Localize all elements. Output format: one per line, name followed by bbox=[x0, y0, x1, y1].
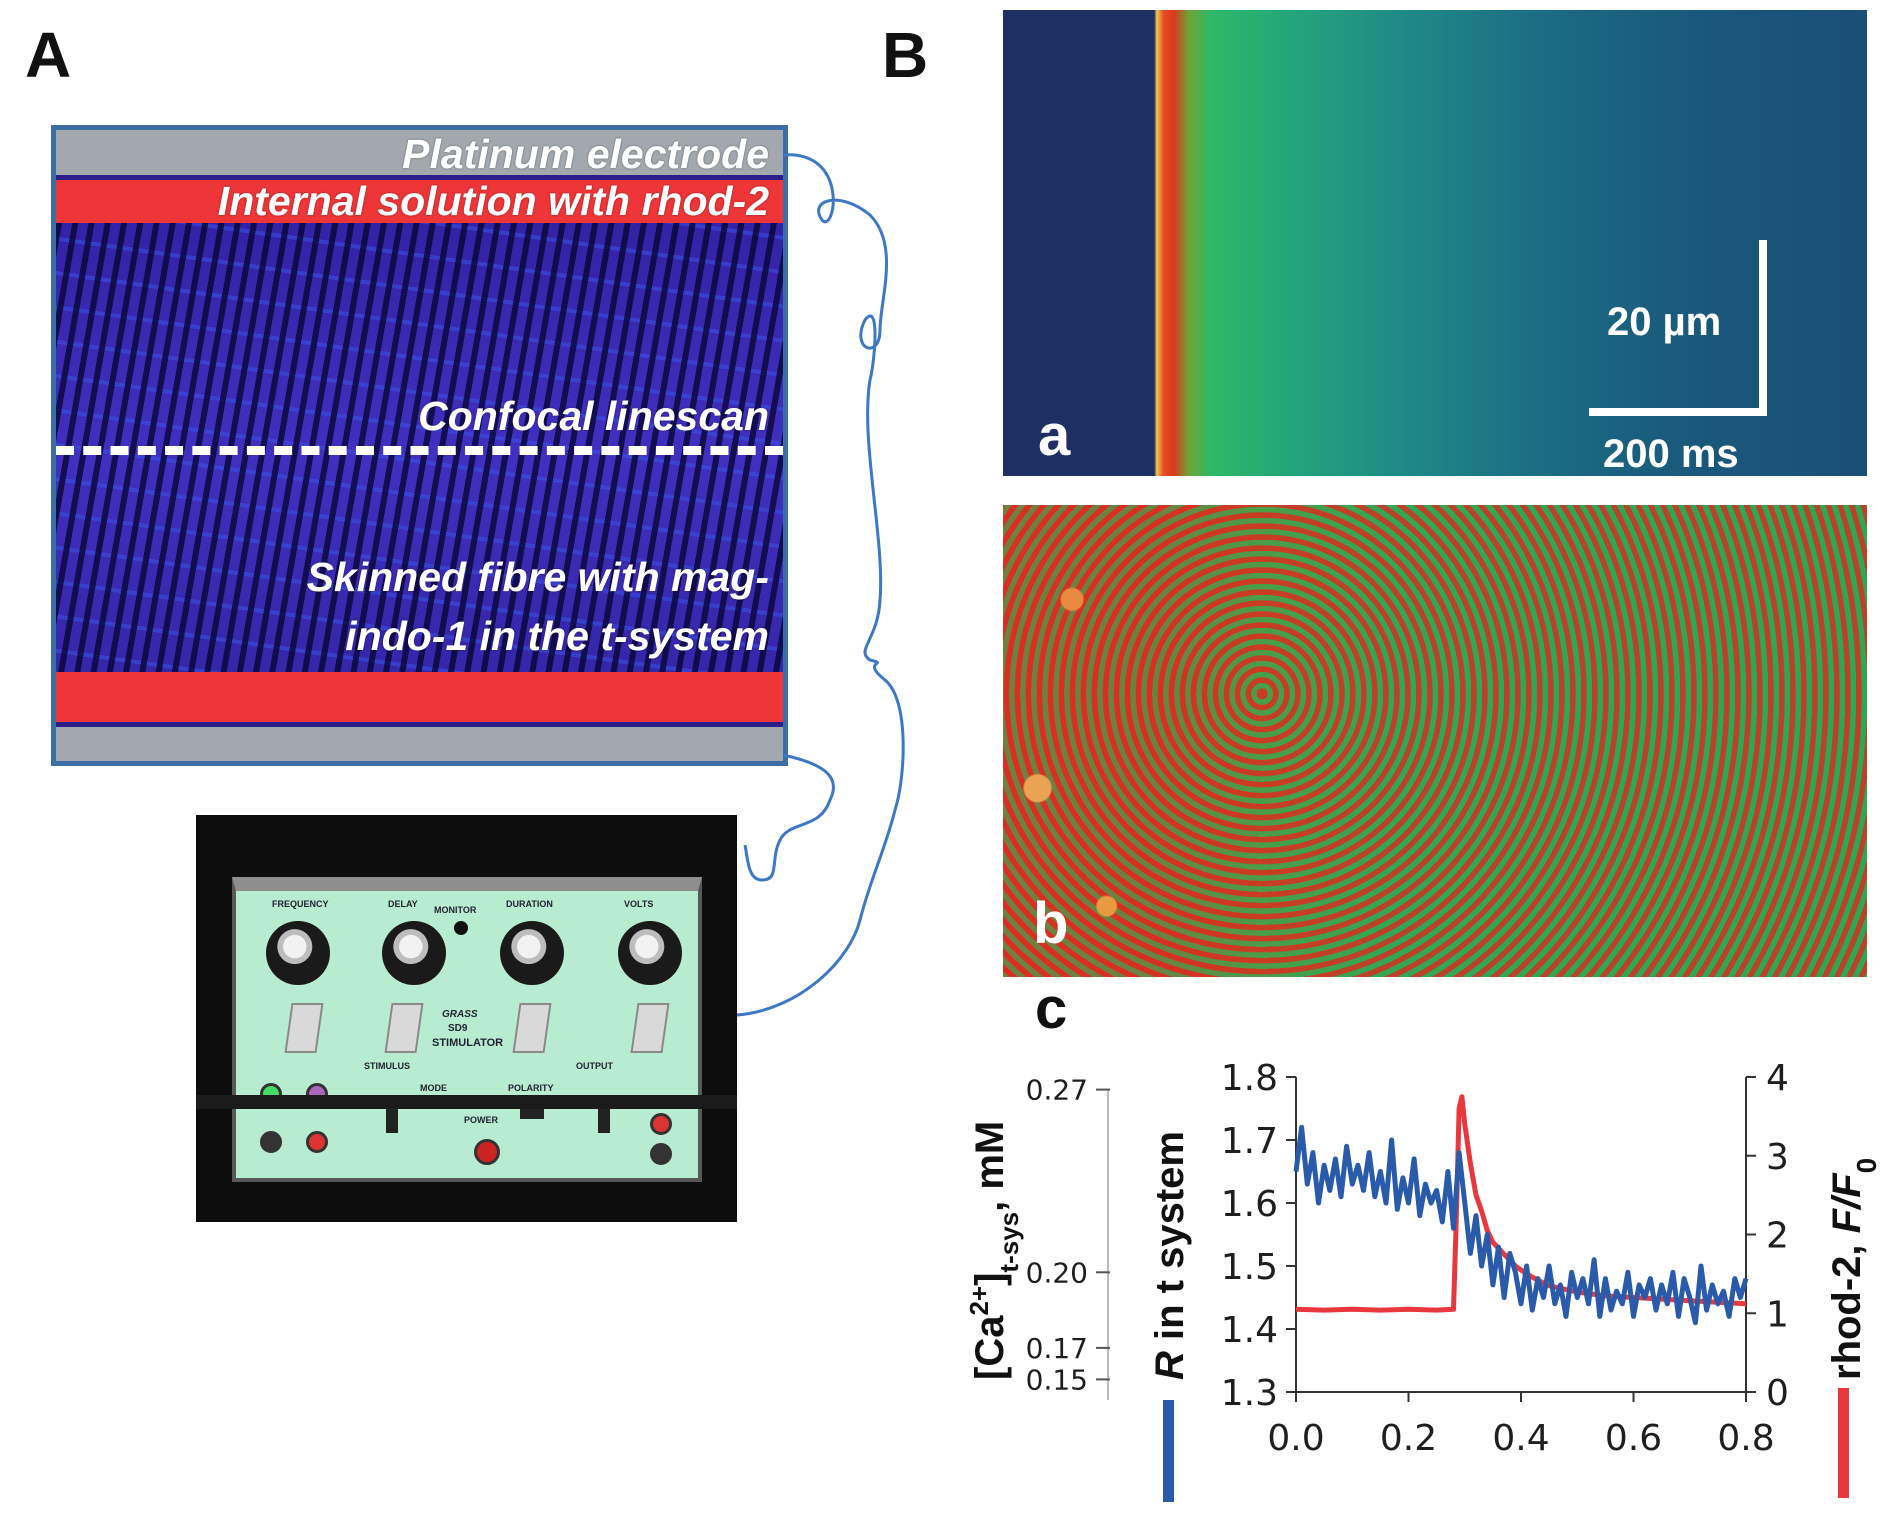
left-tick-label: 1.5 bbox=[1221, 1247, 1278, 1288]
knob-label-volts: VOLTS bbox=[624, 899, 654, 909]
monitor-lamp bbox=[454, 921, 468, 935]
internal-solution-label: Internal solution with rhod-2 bbox=[217, 178, 769, 224]
x-tick-label: 0.6 bbox=[1605, 1418, 1662, 1459]
x-tick-label: 0.2 bbox=[1380, 1418, 1437, 1459]
rhod-axis-label: rhod-2, F/F0 bbox=[1825, 1158, 1882, 1380]
cable-shadow bbox=[196, 1095, 737, 1109]
right-tick-label: 4 bbox=[1766, 1058, 1789, 1099]
ca-tick-label: 0.17 bbox=[1026, 1332, 1088, 1365]
linescan-label: Confocal linescan bbox=[418, 393, 769, 439]
frequency-knob bbox=[266, 921, 330, 985]
ca-tick-label: 0.15 bbox=[1026, 1363, 1088, 1396]
ratio-image-b: b bbox=[1003, 505, 1867, 977]
fibre-label-line2: indo-1 in the t-system bbox=[345, 613, 769, 659]
panel-label-A: A bbox=[25, 19, 72, 91]
output-section-label: OUTPUT bbox=[576, 1061, 613, 1071]
axis-ticks: 0.0 0.2 0.4 0.6 0.8 1.8 1.7 1.6 1.5 1.4 1.3 4 3 2 1 0 0.… bbox=[1026, 1058, 1789, 1459]
scale-label-ms: 200 ms bbox=[1603, 432, 1739, 476]
output-jack-minus bbox=[650, 1143, 672, 1165]
right-tick-label: 3 bbox=[1766, 1137, 1789, 1178]
panel-label-B: B bbox=[882, 19, 929, 91]
image-label-b: b bbox=[1033, 891, 1069, 956]
knob-label-delay: DELAY bbox=[388, 899, 418, 909]
stimulator-photo: FREQUENCY DELAY MONITOR DURATION VOLTS G… bbox=[196, 815, 737, 1222]
ca-axis-label: [Ca2+]t-sys, mM bbox=[964, 1121, 1024, 1380]
r-ratio-trace bbox=[1293, 1124, 1749, 1326]
linescan-dashed-line bbox=[56, 446, 783, 455]
left-tick-label: 1.8 bbox=[1221, 1058, 1278, 1099]
stimulus-section-label: STIMULUS bbox=[364, 1061, 410, 1071]
model-label: SD9 bbox=[448, 1023, 468, 1034]
fibre-image bbox=[56, 223, 783, 687]
blue-series-swatch bbox=[1163, 1400, 1174, 1502]
pulse-jack bbox=[306, 1131, 328, 1153]
power-label: POWER bbox=[464, 1115, 499, 1125]
knob-label-duration: DURATION bbox=[506, 899, 553, 909]
x-tick-label: 0.8 bbox=[1717, 1418, 1774, 1459]
fibre-schematic: Platinum electrode Internal solution wit… bbox=[51, 125, 788, 766]
top-solution-band bbox=[56, 180, 783, 223]
wire-top-electrode bbox=[736, 153, 905, 1017]
x-tick-label: 0.4 bbox=[1492, 1418, 1549, 1459]
monitor-label: MONITOR bbox=[434, 905, 477, 915]
power-switch bbox=[474, 1139, 500, 1165]
left-tick-label: 1.7 bbox=[1221, 1121, 1278, 1162]
scale-label-um: 20 µm bbox=[1607, 300, 1722, 344]
stimulator-label: STIMULATOR bbox=[432, 1037, 504, 1049]
stimulator-front-panel: FREQUENCY DELAY MONITOR DURATION VOLTS G… bbox=[232, 877, 702, 1182]
right-tick-label: 2 bbox=[1766, 1216, 1789, 1257]
ca-tick-label: 0.20 bbox=[1026, 1256, 1088, 1289]
red-series-swatch bbox=[1838, 1388, 1849, 1498]
right-tick-label: 0 bbox=[1766, 1373, 1789, 1414]
left-tick-label: 1.6 bbox=[1221, 1184, 1278, 1225]
image-label-a: a bbox=[1038, 403, 1071, 468]
brand-label: GRASS bbox=[442, 1009, 478, 1020]
top-electrode-band bbox=[56, 130, 783, 175]
electrode-label: Platinum electrode bbox=[402, 131, 769, 177]
left-tick-label: 1.4 bbox=[1221, 1310, 1278, 1351]
linescan-image-a: a 20 µm 200 ms bbox=[1003, 10, 1867, 476]
rhod2-trace bbox=[1295, 1094, 1747, 1313]
output-jack-plus bbox=[650, 1113, 672, 1135]
wire-bottom-electrode bbox=[743, 753, 835, 882]
bottom-solution-band bbox=[56, 672, 783, 722]
left-tick-label: 1.3 bbox=[1221, 1373, 1278, 1414]
right-tick-label: 1 bbox=[1766, 1294, 1789, 1335]
chart-axes bbox=[1107, 1077, 1747, 1400]
x-tick-label: 0.0 bbox=[1267, 1418, 1324, 1459]
output-jack-left bbox=[260, 1131, 282, 1153]
scale-bar-horizontal bbox=[1589, 408, 1767, 416]
mode-label: MODE bbox=[420, 1083, 447, 1093]
ca-tick-label: 0.27 bbox=[1026, 1074, 1088, 1107]
fibre-label-line1: Skinned fibre with mag- bbox=[306, 554, 769, 600]
knob-label-frequency: FREQUENCY bbox=[272, 899, 329, 909]
r-axis-label: R in t system bbox=[1148, 1131, 1192, 1380]
polarity-label: POLARITY bbox=[508, 1083, 554, 1093]
panel-label-c: c bbox=[1035, 976, 1068, 1041]
chart-series bbox=[1293, 1094, 1749, 1326]
volts-knob bbox=[618, 921, 682, 985]
duration-knob bbox=[500, 921, 564, 985]
bottom-electrode-band bbox=[56, 727, 783, 761]
scale-bar-vertical bbox=[1759, 240, 1767, 416]
delay-knob bbox=[382, 921, 446, 985]
